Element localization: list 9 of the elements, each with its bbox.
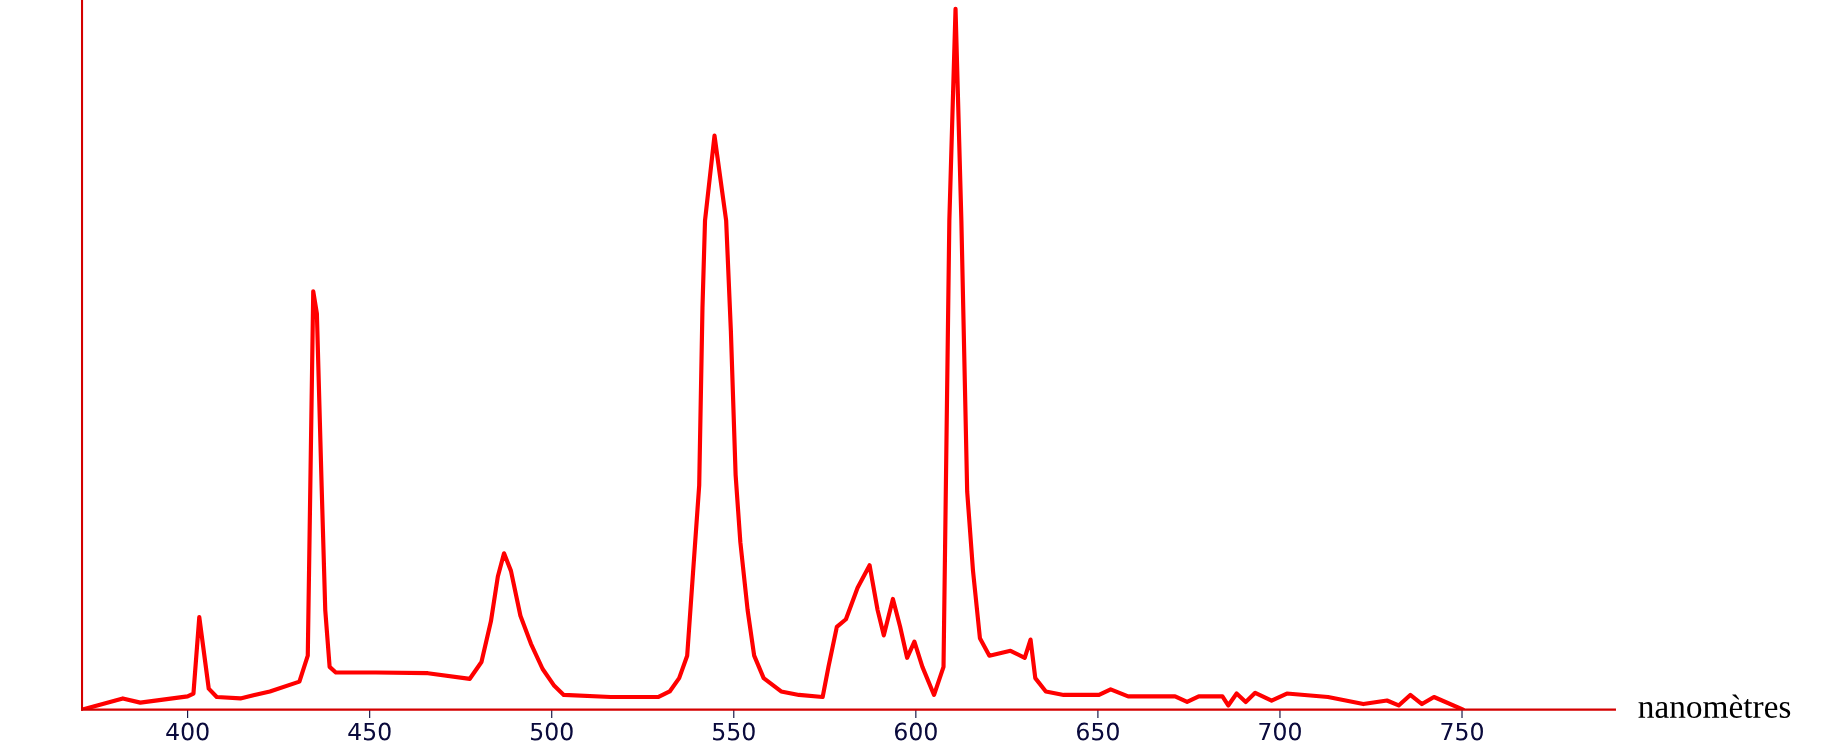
x-axis-title: nanomètres	[1638, 694, 1791, 718]
x-tick-label: 550	[713, 722, 755, 741]
x-tick-label: 750	[1441, 722, 1483, 741]
x-tick-label: 500	[531, 722, 573, 741]
x-tick-label: 650	[1077, 722, 1119, 741]
x-tick-label: 600	[894, 722, 937, 741]
x-tick-label: 450	[348, 722, 391, 741]
x-tick-label: 400	[166, 722, 209, 741]
x-tick-label: 700	[1259, 722, 1301, 741]
